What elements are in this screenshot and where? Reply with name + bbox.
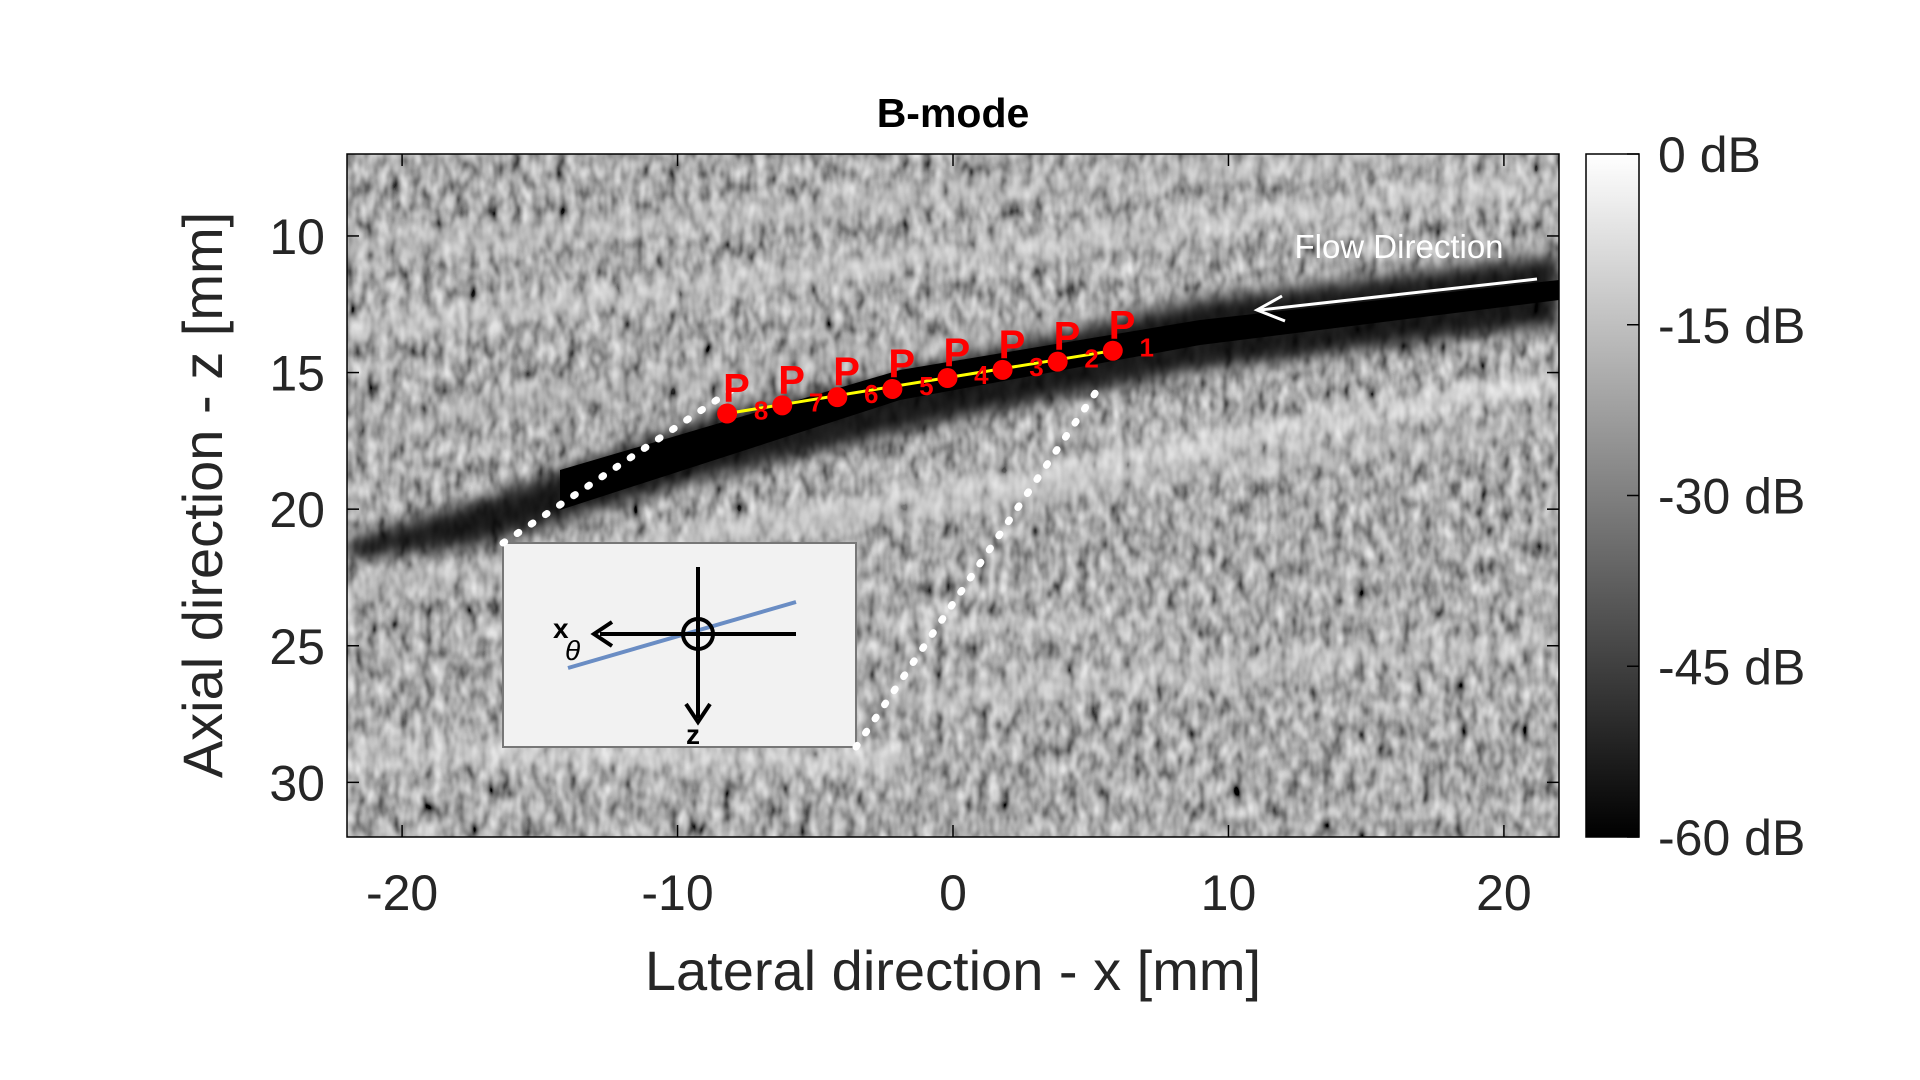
- measurement-point-marker: [992, 359, 1013, 380]
- x-tick-label: 20: [1476, 865, 1532, 921]
- measurement-point-marker: [717, 403, 738, 424]
- measurement-point-marker: [1102, 340, 1123, 361]
- y-tick-label: 30: [269, 755, 325, 811]
- y-tick-label: 20: [269, 482, 325, 538]
- y-tick-label: 10: [269, 209, 325, 265]
- measurement-point-marker: [772, 395, 793, 416]
- bmode-image: [347, 154, 1559, 837]
- colorbar-tick-label: 0 dB: [1658, 127, 1761, 183]
- chart-title: B-mode: [877, 90, 1030, 136]
- y-tick-label: 25: [269, 619, 325, 675]
- colorbar-tick-label: -45 dB: [1658, 639, 1805, 695]
- x-tick-label: -20: [366, 865, 438, 921]
- colorbar-tick-label: -60 dB: [1658, 810, 1805, 866]
- x-tick-label: 0: [939, 865, 967, 921]
- inset-origin-icon: [681, 617, 715, 651]
- measurement-point-marker: [827, 387, 848, 408]
- flow-direction-label: Flow Direction: [1294, 228, 1503, 265]
- inset-angle-label: θ: [565, 635, 580, 666]
- y-tick-label: 15: [269, 346, 325, 402]
- vessel-lumen-core: [560, 280, 1559, 510]
- x-axis: -20 -10 0 10 20: [366, 154, 1532, 921]
- inset-diagram: x z θ: [502, 542, 857, 750]
- x-tick-label: 10: [1201, 865, 1257, 921]
- measurement-point-index: 5: [919, 371, 933, 401]
- inset-background: [502, 542, 857, 748]
- measurement-point-index: 4: [974, 360, 989, 390]
- x-tick-label: -10: [641, 865, 713, 921]
- inset-z-label: z: [686, 719, 700, 750]
- y-axis-label: Axial direction - z [mm]: [171, 212, 234, 778]
- colorbar-tick-label: -30 dB: [1658, 469, 1805, 525]
- zoom-line-upper: [499, 385, 737, 547]
- measurement-point-index: 7: [809, 387, 823, 417]
- flow-direction-arrowhead: [1253, 294, 1286, 323]
- measurement-point-marker: [937, 368, 958, 389]
- inset-z-arrowhead: [684, 702, 712, 726]
- measurement-point-index: 1: [1139, 333, 1153, 363]
- colorbar-tick-label: -15 dB: [1658, 298, 1805, 354]
- x-axis-label: Lateral direction - x [mm]: [645, 939, 1261, 1002]
- measurement-point-marker: [1047, 351, 1068, 372]
- flow-direction-arrow: [1259, 277, 1538, 312]
- measurement-point-marker: [882, 378, 903, 399]
- measurement-point-index: 2: [1084, 344, 1098, 374]
- measurement-point-index: 8: [754, 396, 768, 426]
- measurement-point-index: 3: [1029, 352, 1043, 382]
- flow-direction-annotation: Flow Direction: [1253, 228, 1538, 323]
- colorbar-ticks: 0 dB -15 dB -30 dB -45 dB -60 dB: [1627, 127, 1805, 866]
- inset-x-arrowhead: [590, 620, 614, 648]
- zoom-indicator-lines: [499, 385, 1102, 751]
- zoom-line-lower: [852, 385, 1102, 751]
- colorbar: 0 dB -15 dB -30 dB -45 dB -60 dB: [1585, 127, 1805, 866]
- inset-x-label: x: [553, 613, 569, 644]
- measurement-point-index: 6: [864, 379, 878, 409]
